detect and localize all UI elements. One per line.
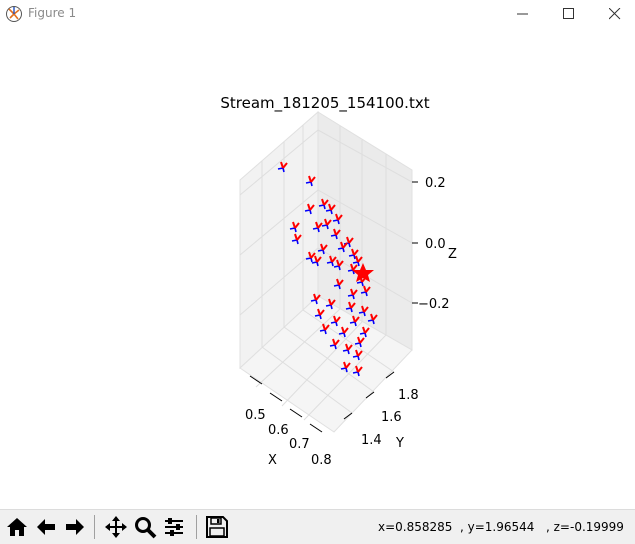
figure-canvas[interactable]: Stream_181205_154100.txt [0, 28, 635, 509]
navigation-toolbar: x=0.858285 , y=1.96544 , z=-0.19999 [0, 509, 635, 544]
toolbar-separator [196, 515, 197, 539]
z-tick-label: 0.2 [425, 176, 446, 191]
pose-marker [277, 161, 288, 173]
pose-marker [330, 228, 341, 240]
zoom-button[interactable] [131, 513, 159, 541]
cursor-y-readout: , y=1.96544 [460, 520, 535, 534]
pose-marker [342, 343, 353, 355]
z-tick-label: −0.2 [418, 297, 450, 312]
axis-ticks [249, 181, 418, 433]
pose-marker [289, 221, 300, 233]
minimize-button[interactable] [500, 0, 546, 28]
pose-marker [347, 263, 358, 275]
pose-marker [354, 336, 365, 348]
pose-marker [314, 308, 325, 320]
cursor-x-readout: x=0.858285 [378, 520, 453, 534]
pose-marker [321, 218, 332, 230]
minimize-icon [517, 13, 528, 15]
cursor-z-readout: , z=-0.19999 [546, 520, 624, 534]
pose-marker [326, 255, 337, 267]
x-tick-label: 0.6 [268, 423, 289, 438]
pose-marker [304, 203, 315, 215]
x-tick-label: 0.7 [289, 437, 310, 452]
pose-marker [347, 288, 358, 300]
x-axis-label: X [268, 453, 277, 468]
magnifier-icon [135, 517, 157, 539]
pose-marker [330, 315, 341, 327]
highlight-star [352, 263, 374, 282]
pose-marker [317, 243, 328, 255]
floor-pane [239, 295, 413, 433]
y-tick-label: 1.6 [381, 410, 402, 425]
save-button[interactable] [203, 513, 231, 541]
maximize-button[interactable] [546, 0, 592, 28]
pose-marker [305, 251, 316, 263]
floppy-disk-icon [206, 516, 228, 538]
window-titlebar: Figure 1 [0, 0, 635, 28]
pose-marker [345, 301, 356, 313]
pose-marker [325, 203, 336, 215]
pose-marker [333, 259, 344, 271]
plot-title: Stream_181205_154100.txt [220, 94, 429, 113]
forward-button[interactable] [61, 513, 89, 541]
z-axis-label: Z [448, 247, 457, 262]
pose-marker [338, 326, 349, 338]
home-icon [7, 518, 27, 536]
pose-marker [360, 285, 371, 297]
pose-marker [325, 298, 336, 310]
pose-marker [312, 221, 323, 233]
pose-marker [359, 326, 370, 338]
pose-marker [291, 233, 302, 245]
y-axis-label: Y [395, 436, 404, 451]
pose-marker [358, 305, 369, 317]
pose-marker [311, 255, 322, 267]
pose-marker [318, 198, 329, 210]
matplotlib-app-icon [5, 5, 23, 23]
pose-marker [367, 313, 378, 325]
sliders-icon [165, 518, 183, 536]
plot-3d: Stream_181205_154100.txt [220, 94, 457, 468]
pose-marker [329, 338, 340, 350]
arrow-right-icon [66, 519, 84, 535]
pose-marker [352, 349, 363, 361]
toolbar-separator [94, 515, 95, 539]
axes-panes [239, 110, 413, 433]
pose-marker [348, 248, 359, 260]
y-tick-label: 1.4 [361, 433, 382, 448]
pose-marker [310, 293, 321, 305]
pose-marker [333, 278, 344, 290]
maximize-icon [563, 8, 574, 19]
pose-marker [340, 361, 351, 373]
move-icon [105, 516, 127, 538]
y-tick-label: 1.8 [398, 388, 419, 403]
pose-markers [277, 161, 378, 377]
close-button[interactable] [592, 0, 635, 28]
pose-marker [332, 213, 343, 225]
pose-marker [349, 315, 360, 327]
back-button[interactable] [32, 513, 60, 541]
x-tick-label: 0.5 [245, 408, 266, 423]
close-icon [609, 8, 621, 20]
x-tick-label: 0.8 [311, 453, 332, 468]
home-button[interactable] [3, 513, 31, 541]
z-tick-label: 0.0 [425, 237, 446, 252]
pose-marker [352, 365, 363, 377]
pose-marker [319, 323, 330, 335]
pan-button[interactable] [102, 513, 130, 541]
configure-subplots-button[interactable] [160, 513, 188, 541]
arrow-left-icon [37, 519, 55, 535]
pose-marker [305, 175, 316, 187]
window-title: Figure 1 [28, 6, 77, 20]
pose-marker [337, 241, 348, 253]
pose-marker [352, 255, 363, 267]
